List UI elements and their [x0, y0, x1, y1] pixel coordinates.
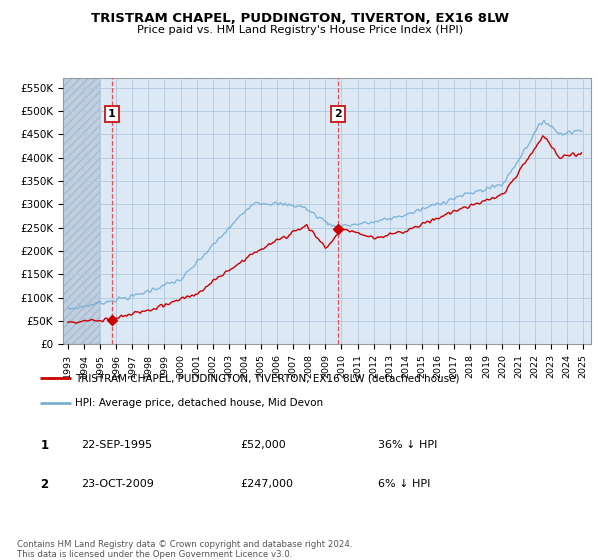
- Text: TRISTRAM CHAPEL, PUDDINGTON, TIVERTON, EX16 8LW: TRISTRAM CHAPEL, PUDDINGTON, TIVERTON, E…: [91, 12, 509, 25]
- Text: Contains HM Land Registry data © Crown copyright and database right 2024.
This d: Contains HM Land Registry data © Crown c…: [17, 540, 352, 559]
- Text: 23-OCT-2009: 23-OCT-2009: [81, 479, 154, 489]
- Text: 6% ↓ HPI: 6% ↓ HPI: [378, 479, 430, 489]
- Text: 1: 1: [108, 109, 116, 119]
- Bar: [63, 78, 100, 344]
- Text: TRISTRAM CHAPEL, PUDDINGTON, TIVERTON, EX16 8LW (detached house): TRISTRAM CHAPEL, PUDDINGTON, TIVERTON, E…: [75, 374, 460, 384]
- Text: Price paid vs. HM Land Registry's House Price Index (HPI): Price paid vs. HM Land Registry's House …: [137, 25, 463, 35]
- Text: 22-SEP-1995: 22-SEP-1995: [81, 440, 152, 450]
- Text: £52,000: £52,000: [240, 440, 286, 450]
- Text: 2: 2: [40, 478, 49, 492]
- Text: 2: 2: [335, 109, 343, 119]
- Text: HPI: Average price, detached house, Mid Devon: HPI: Average price, detached house, Mid …: [75, 398, 323, 408]
- Text: 1: 1: [40, 439, 49, 452]
- Text: £247,000: £247,000: [240, 479, 293, 489]
- Text: 36% ↓ HPI: 36% ↓ HPI: [378, 440, 437, 450]
